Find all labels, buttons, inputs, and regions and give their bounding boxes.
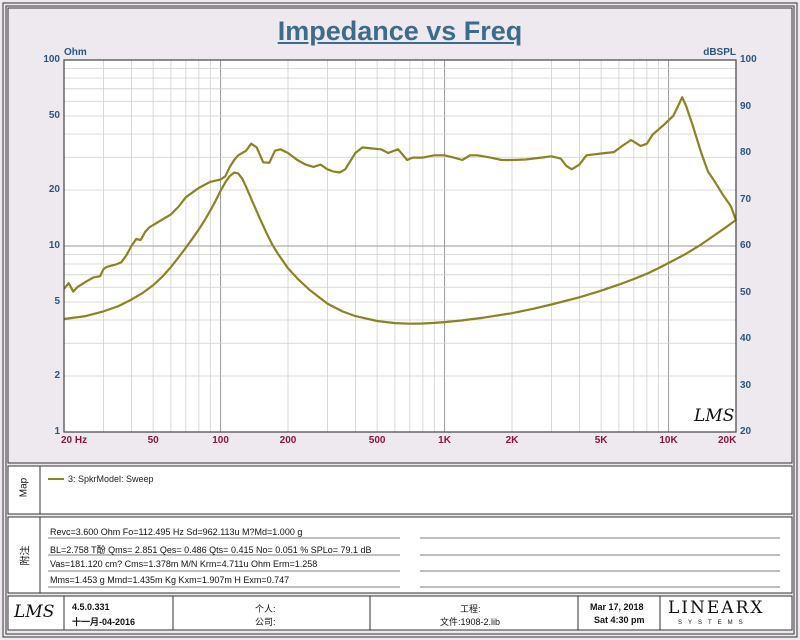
y-right-tick-label: 100	[740, 54, 757, 65]
y-right-tick-label: 70	[740, 193, 752, 205]
impedance-curve	[63, 171, 737, 325]
plot-curves	[63, 96, 738, 325]
y-left-tick-label: 100	[43, 54, 60, 65]
y-left-tick-label: 5	[54, 295, 60, 307]
x-tick-label: 200	[279, 435, 297, 446]
y-left-tick-label: 50	[48, 109, 60, 121]
y-right-tick-label: 90	[740, 100, 752, 112]
linearx-brand-sub: SYSTEMS	[678, 620, 749, 626]
footer-time: Sat 4:30 pm	[594, 615, 645, 625]
notes-line-3: Vas=181.120 cm? Cms=1.378m M/N Krm=4.711…	[50, 559, 318, 569]
footer-version: 4.5.0.331	[72, 602, 110, 612]
y-right-tick-label: 50	[740, 286, 752, 298]
notes-line-1: Revc=3.600 Ohm Fo=112.495 Hz Sd=962.113u…	[50, 527, 303, 537]
y-right-tick-label: 40	[740, 333, 752, 344]
x-tick-label: 20 Hz	[61, 435, 88, 446]
notes-line-2: BL=2.758 T酚 Qms= 2.851 Qes= 0.486 Qts= 0…	[50, 545, 372, 555]
y-right-tick-label: 80	[740, 147, 752, 158]
plot-lms-logo: LMS	[694, 406, 735, 426]
footer-file-label: 文件:1908-2.lib	[440, 617, 501, 627]
footer-date: Mar 17, 2018	[590, 602, 644, 612]
footer-person-label: 个人:	[255, 604, 276, 614]
y-left-tick-label: 2	[54, 370, 60, 381]
y-right-tick-label: 60	[740, 240, 752, 251]
spl-curve	[63, 96, 738, 293]
x-tick-label: 10K	[659, 435, 678, 446]
legend-entry: 3: SpkrModel: Sweep	[68, 474, 154, 484]
plot-grid	[64, 60, 736, 432]
y-left-tick-label: 1	[54, 426, 60, 437]
linearx-brand-logo: LINEARX	[668, 598, 765, 618]
notes-panel-label: 附注	[20, 545, 32, 566]
chart-title: Impedance vs Freq	[277, 16, 523, 46]
y-right-tick-label: 30	[740, 379, 752, 391]
footer-build-date: 十一月-04-2016	[72, 617, 136, 627]
x-tick-label: 5K	[594, 435, 608, 446]
footer-lms-logo: LMS	[14, 602, 55, 622]
footer-project-label: 工程:	[460, 604, 481, 614]
map-panel-label: Map	[18, 477, 30, 498]
footer-company-label: 公司:	[255, 617, 276, 627]
y-right-tick-label: 20	[740, 426, 752, 437]
y-right-unit-label: dBSPL	[703, 47, 736, 58]
x-tick-label: 20K	[718, 435, 737, 446]
x-tick-label: 100	[212, 435, 229, 446]
x-tick-label: 500	[368, 435, 386, 446]
x-tick-label: 2K	[505, 435, 519, 446]
x-tick-label: 1K	[438, 435, 451, 446]
y-left-tick-label: 20	[48, 184, 60, 195]
x-tick-label: 50	[147, 435, 159, 446]
notes-line-4: Mms=1.453 g Mmd=1.435m Kg Kxm=1.907m H E…	[50, 575, 290, 585]
y-left-unit-label: Ohm	[64, 47, 87, 58]
y-left-tick-label: 10	[48, 240, 60, 251]
